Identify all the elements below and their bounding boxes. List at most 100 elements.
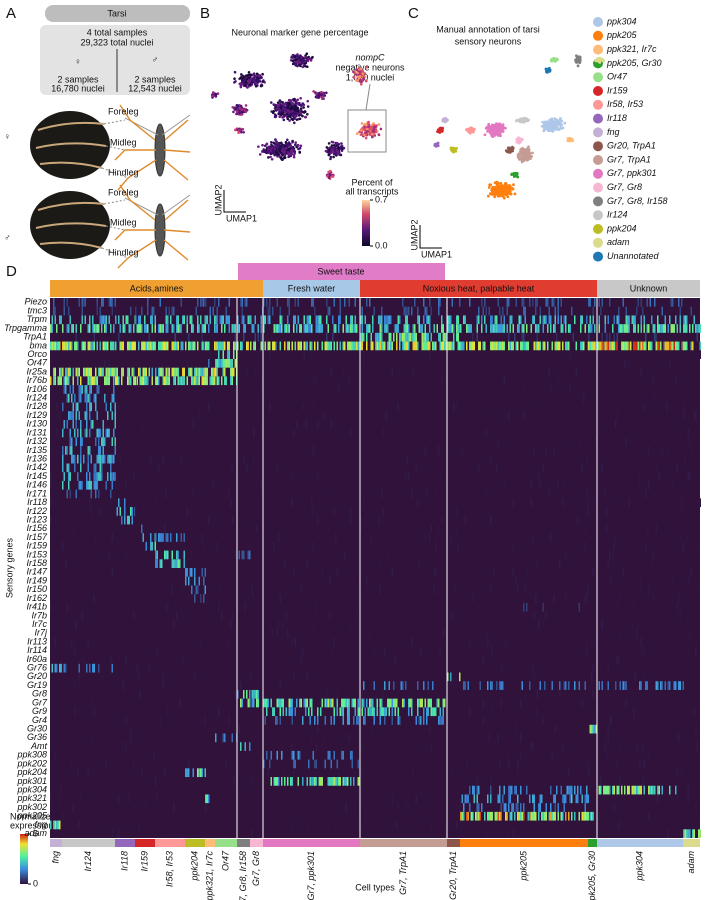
heatmap-cell xyxy=(179,324,181,333)
heatmap-cell xyxy=(179,568,181,577)
heatmap-cell xyxy=(466,794,468,804)
heatmap-cell xyxy=(586,811,588,821)
heatmap-cell xyxy=(311,733,313,743)
heatmap-cell xyxy=(439,332,441,342)
heatmap-cell xyxy=(281,315,283,325)
heatmap-cell xyxy=(676,463,678,473)
heatmap-cell xyxy=(418,559,420,568)
heatmap-cell xyxy=(180,515,182,525)
umap-point xyxy=(238,82,242,86)
heatmap-cell xyxy=(113,324,115,333)
heatmap-cell xyxy=(426,707,428,717)
heatmap-cell xyxy=(600,341,602,351)
heatmap-cell xyxy=(115,376,117,386)
heatmap-cell xyxy=(634,672,636,682)
heatmap-cell xyxy=(266,707,268,717)
heatmap-cell xyxy=(535,306,537,316)
heatmap-cell xyxy=(532,315,534,325)
heatmap-cell xyxy=(457,341,459,351)
heatmap-cell xyxy=(156,794,158,804)
heatmap-cell xyxy=(59,794,61,804)
heatmap-cell xyxy=(209,376,211,386)
heatmap-cell xyxy=(228,315,230,325)
heatmap-cell xyxy=(683,829,685,838)
heatmap-cell xyxy=(62,341,64,351)
heatmap-cell xyxy=(357,341,359,351)
heatmap-cell xyxy=(463,811,465,821)
heatmap-cell xyxy=(485,829,487,838)
heatmap-cell xyxy=(111,829,113,838)
heatmap-cell xyxy=(138,341,140,351)
umap-point xyxy=(371,132,374,136)
heatmap-cell xyxy=(93,332,95,342)
umap-point xyxy=(546,122,550,126)
heatmap-cell xyxy=(547,324,549,333)
leg-label: Foreleg xyxy=(108,106,139,116)
heatmap-cell xyxy=(308,315,310,325)
heatmap-cell xyxy=(206,367,208,377)
heatmap-cell xyxy=(491,315,493,325)
heatmap-cell xyxy=(613,541,615,551)
heatmap-cell xyxy=(631,785,633,795)
heatmap-cell xyxy=(78,367,80,377)
heatmap-cell xyxy=(276,628,278,638)
heatmap-cell xyxy=(664,681,666,690)
heatmap-cell xyxy=(527,811,529,821)
heatmap-cell xyxy=(66,367,68,377)
heatmap-cell xyxy=(476,315,478,325)
heatmap-cell xyxy=(293,324,295,333)
heatmap-cell xyxy=(53,341,55,351)
heatmap-cell xyxy=(279,324,281,333)
heatmap-cell xyxy=(317,707,319,717)
heatmap-cell xyxy=(568,785,570,795)
heatmap-cell xyxy=(566,341,568,351)
heatmap-cell xyxy=(257,689,259,699)
heatmap-cell xyxy=(288,698,290,708)
heatmap-cell xyxy=(125,742,127,751)
heatmap-cell xyxy=(592,716,594,725)
heatmap-cell xyxy=(587,507,589,516)
heatmap-cell xyxy=(86,411,88,420)
cluster-label: ppk304 xyxy=(634,851,644,882)
umap-point xyxy=(324,91,328,95)
heatmap-cell xyxy=(186,315,188,325)
heatmap-cell xyxy=(176,324,178,333)
heatmap-cell xyxy=(569,324,571,333)
umap-point xyxy=(240,110,244,114)
heatmap-cell xyxy=(118,498,120,508)
heatmap-cell xyxy=(649,341,651,351)
heatmap-cell xyxy=(333,298,335,307)
heatmap-cell xyxy=(373,681,375,690)
heatmap-cell xyxy=(353,716,355,725)
heatmap-cell xyxy=(689,437,691,447)
heatmap-cell xyxy=(586,646,588,656)
heatmap-cell xyxy=(412,332,414,342)
heatmap-cell xyxy=(75,332,77,342)
heatmap-cell xyxy=(165,341,167,351)
heatmap-cell xyxy=(78,385,80,394)
heatmap-cell xyxy=(285,611,287,621)
heatmap-cell xyxy=(476,794,478,804)
heatmap-cell xyxy=(195,585,197,595)
heatmap-cell xyxy=(194,576,196,586)
heatmap-cell xyxy=(90,489,92,499)
heatmap-cell xyxy=(246,367,248,377)
heatmap-cell xyxy=(649,298,651,307)
umap-point xyxy=(280,145,284,149)
heatmap-cell xyxy=(329,777,331,786)
heatmap-cell xyxy=(429,533,431,542)
heatmap-cell xyxy=(238,724,240,734)
heatmap-cell xyxy=(244,419,246,429)
heatmap-cell xyxy=(230,358,232,368)
heatmap-cell xyxy=(228,489,230,499)
heatmap-cell xyxy=(186,507,188,516)
heatmap-cell xyxy=(520,315,522,325)
heatmap-cell xyxy=(287,315,289,325)
heatmap-cell xyxy=(244,298,246,307)
heatmap-cell xyxy=(189,568,191,577)
umap-point xyxy=(340,149,344,152)
heatmap-cell xyxy=(241,315,243,325)
heatmap-cell xyxy=(588,298,590,307)
umap-point xyxy=(294,111,297,114)
heatmap-cell xyxy=(141,419,143,429)
